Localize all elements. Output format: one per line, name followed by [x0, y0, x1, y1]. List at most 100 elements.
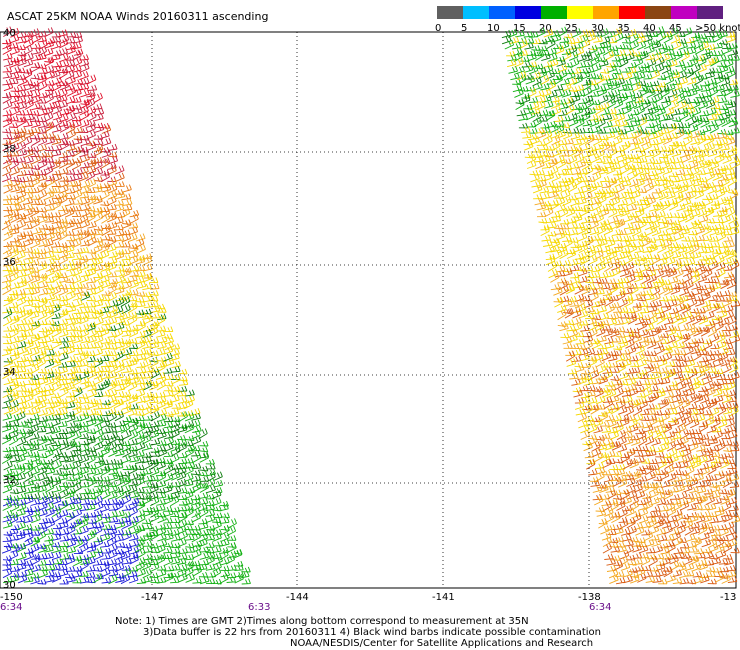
wind-barb [550, 100, 561, 109]
wind-barb [114, 203, 125, 212]
wind-barb [613, 172, 623, 183]
wind-barb [38, 223, 49, 230]
wind-barb [553, 74, 563, 86]
wind-barb [3, 26, 13, 37]
wind-barb [80, 534, 90, 541]
wind-barb [108, 447, 118, 458]
wind-barb [38, 239, 48, 247]
wind-barb [646, 58, 657, 68]
wind-barb [679, 110, 689, 121]
wind-barb [597, 87, 608, 97]
wind-barb [80, 448, 91, 457]
wind-barb [668, 276, 679, 285]
wind-barb [115, 172, 125, 182]
wind-barb [650, 113, 661, 122]
wind-barb [10, 194, 20, 201]
wind-barb [24, 82, 35, 91]
wind-barb [646, 88, 656, 99]
legend-swatch [697, 6, 723, 19]
wind-barb [30, 432, 40, 440]
wind-barb [721, 214, 731, 224]
wind-barb [576, 225, 586, 236]
wind-barb [660, 52, 670, 63]
wind-barb [552, 148, 562, 157]
wind-barb [50, 392, 61, 399]
wind-barb [52, 105, 63, 115]
wind-barb [630, 361, 640, 368]
wind-barb [24, 233, 35, 243]
wind-barb [66, 129, 76, 140]
wind-barb [663, 212, 673, 219]
wind-barb [66, 205, 76, 212]
wind-barb [718, 137, 729, 147]
wind-barb [59, 122, 70, 133]
wind-barb [718, 174, 728, 182]
wind-barb [93, 196, 103, 205]
wind-barb [536, 211, 547, 218]
wind-barb [604, 553, 614, 560]
wind-barb [550, 129, 561, 139]
legend-label: 0 [435, 23, 441, 34]
wind-barb [65, 240, 75, 248]
wind-barb [677, 70, 688, 80]
wind-barb [643, 34, 653, 43]
wind-barb [514, 88, 524, 98]
wind-barb [710, 132, 720, 141]
wind-barb [24, 288, 35, 295]
wind-barb [695, 161, 705, 170]
wind-barb [564, 205, 574, 211]
wind-barb [684, 68, 695, 80]
wind-barb [634, 137, 645, 146]
wind-barb [631, 190, 641, 199]
wind-barb [1, 544, 12, 554]
wind-barb [681, 236, 691, 242]
wind-barb [57, 225, 67, 236]
wind-barb [621, 239, 631, 249]
wind-barb [611, 119, 621, 128]
wind-barb [93, 167, 104, 176]
wind-barb [10, 91, 21, 98]
wind-barb [611, 162, 621, 170]
wind-barb [713, 291, 723, 297]
wind-barb [599, 207, 610, 218]
wind-barb [694, 44, 705, 55]
wind-barb [142, 282, 152, 291]
wind-barb [129, 213, 139, 224]
wind-barb [29, 83, 40, 92]
wind-barb [612, 94, 622, 103]
wind-barb [564, 138, 574, 145]
wind-barb [65, 120, 76, 129]
wind-barb [10, 72, 20, 80]
wind-barb [64, 208, 75, 218]
wind-barb [213, 479, 224, 488]
wind-barb [720, 459, 730, 469]
wind-barb [72, 42, 82, 50]
wind-barb [51, 53, 61, 61]
wind-barb [540, 74, 550, 86]
wind-barb [106, 213, 117, 223]
wind-barb [44, 122, 54, 133]
wind-barb [715, 153, 725, 165]
wind-barb [23, 191, 34, 200]
wind-barb [107, 524, 117, 531]
wind-barb [510, 72, 520, 81]
wind-barb [723, 197, 734, 206]
wind-barb [23, 69, 33, 80]
wind-barb [604, 296, 614, 307]
wind-barb [58, 29, 68, 38]
wind-barb [654, 129, 664, 139]
wind-barb [567, 45, 578, 56]
wind-barb [655, 239, 666, 248]
wind-barb [618, 371, 629, 380]
wind-barb [661, 422, 672, 429]
wind-barb [537, 179, 547, 189]
wind-barb [548, 58, 559, 68]
wind-barb [686, 178, 696, 189]
wind-barb [198, 571, 209, 578]
wind-barb [680, 149, 690, 159]
wind-barb [3, 530, 13, 537]
wind-barb [673, 156, 683, 165]
wind-barb [44, 93, 54, 104]
wind-barb [585, 347, 596, 357]
wind-barb [10, 166, 20, 176]
